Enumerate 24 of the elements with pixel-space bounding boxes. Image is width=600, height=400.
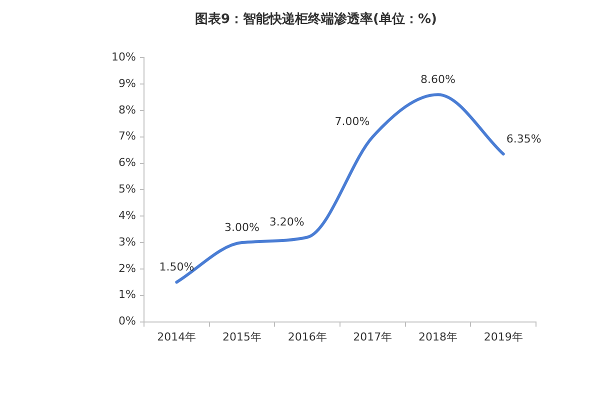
x-tick-label: 2019年 <box>484 330 523 344</box>
x-tick-label: 2018年 <box>418 330 458 344</box>
x-tick-label: 2014年 <box>157 330 196 344</box>
y-tick-label: 2% <box>118 262 136 275</box>
y-tick-label: 10% <box>112 50 136 64</box>
x-tick-label: 2016年 <box>288 330 327 344</box>
y-tick-label: 6% <box>118 156 136 170</box>
y-tick-label: 5% <box>118 182 136 196</box>
y-tick-label: 8% <box>118 103 136 116</box>
data-label: 3.00% <box>224 220 260 234</box>
y-tick-label: 7% <box>118 130 136 143</box>
data-label: 8.60% <box>420 72 456 86</box>
data-label: 3.20% <box>269 216 304 229</box>
y-tick-label: 9% <box>118 76 136 90</box>
y-tick-label: 4% <box>118 208 136 222</box>
chart-title: 图表9：智能快递柜终端渗透率(单位：%) <box>195 11 437 28</box>
x-tick-label: 2017年 <box>353 330 392 344</box>
x-tick-label: 2015年 <box>222 330 262 344</box>
data-label: 6.35% <box>506 132 542 146</box>
y-tick-label: 1% <box>118 288 136 302</box>
y-tick-label: 0% <box>118 314 136 328</box>
data-label: 7.00% <box>334 115 370 128</box>
data-label: 1.50% <box>159 260 194 274</box>
y-tick-label: 3% <box>118 235 136 248</box>
